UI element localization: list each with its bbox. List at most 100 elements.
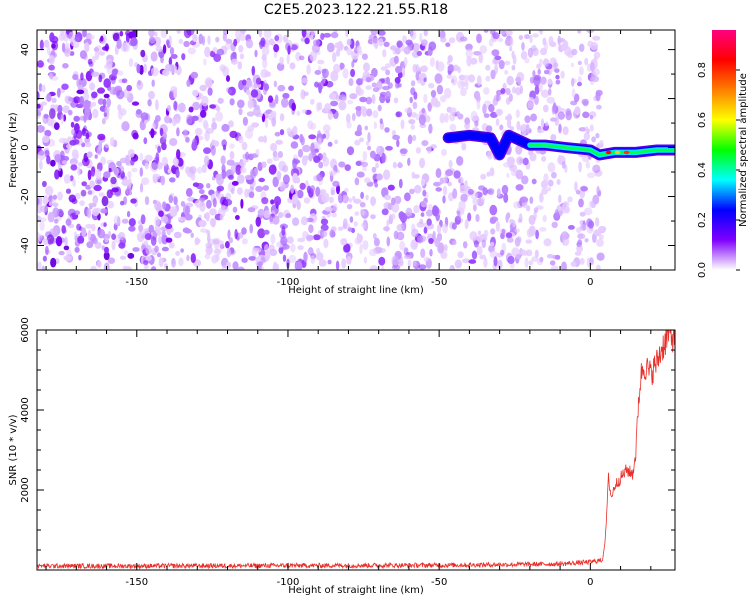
snr-x-tick-label: -150 [125,577,148,588]
noise-blob [90,166,96,177]
noise-blob [533,76,541,87]
noise-blob [365,85,372,90]
noise-blob [100,35,104,42]
noise-blob [351,60,355,68]
noise-blob [100,156,106,166]
noise-blob [127,252,135,259]
noise-blob [539,192,544,203]
noise-blob [563,40,569,50]
noise-blob [70,164,78,171]
noise-blob [64,236,68,247]
noise-blob [103,171,111,179]
noise-blob [64,95,69,104]
noise-blob [158,235,163,245]
noise-blob [412,260,417,267]
noise-blob [250,169,256,177]
noise-blob [73,115,80,122]
noise-blob [446,74,453,79]
noise-blob [86,207,92,219]
noise-blob [570,100,578,106]
noise-blob [127,177,132,189]
noise-blob [148,224,155,233]
noise-blob [300,37,306,42]
noise-blob [97,98,104,105]
track-hotspot [563,145,569,150]
noise-blob [237,266,245,270]
noise-blob [514,228,520,234]
noise-blob [172,157,179,167]
noise-blob [447,64,455,73]
noise-blob [205,211,210,222]
noise-blob [85,132,90,140]
noise-blob [488,104,495,113]
noise-blob [167,168,171,174]
noise-blob [330,186,336,193]
noise-blob [516,236,522,244]
noise-blob [71,128,76,136]
noise-blob [160,215,169,224]
noise-blob [526,228,534,238]
noise-blob [409,188,415,195]
noise-blob [69,175,74,182]
noise-blob [426,218,432,226]
noise-blob [77,235,85,244]
noise-blob [46,45,51,56]
noise-blob [136,63,141,74]
noise-blob [209,218,217,227]
noise-blob [304,37,310,45]
noise-blob [536,63,541,70]
noise-blob [445,169,454,177]
noise-blob [582,100,589,107]
noise-blob [245,79,253,88]
spectrogram-x-tick-label: -150 [125,277,148,288]
noise-blob [222,144,227,151]
noise-blob [300,216,308,226]
noise-blob [496,188,501,198]
noise-blob [119,108,127,116]
noise-blob [346,255,352,265]
noise-blob [290,243,296,253]
noise-blob [181,53,186,61]
noise-blob [558,210,563,217]
noise-blob [460,87,467,97]
noise-blob [490,228,496,235]
noise-blob [405,207,413,217]
noise-blob [413,205,420,214]
noise-blob [143,264,149,270]
noise-blob [595,132,600,139]
noise-blob [504,38,510,46]
noise-blob [245,38,254,49]
noise-blob [68,194,77,203]
noise-blob [334,139,339,145]
noise-blob [44,39,50,48]
noise-blob [39,150,45,156]
noise-blob [480,173,487,180]
noise-blob [306,235,314,241]
noise-blob [396,40,403,48]
noise-blob [108,167,112,173]
noise-blob [88,202,97,208]
noise-blob [281,97,289,108]
noise-blob [410,124,415,130]
noise-blob [436,84,444,95]
noise-blob [359,243,363,255]
noise-blob [38,233,43,242]
track-green [528,143,675,157]
noise-blob [225,241,230,249]
noise-blob [155,45,163,53]
noise-blob [183,40,190,48]
noise-blob [483,257,488,268]
noise-blob [485,64,491,71]
noise-blob [264,38,270,49]
noise-blob [63,255,72,261]
noise-blob [301,77,308,84]
noise-blob [117,165,125,174]
noise-blob [57,104,63,114]
noise-blob [141,112,146,123]
noise-blob [567,196,573,203]
noise-blob [516,120,521,131]
noise-blob [399,240,406,251]
noise-blob [251,65,256,76]
noise-blob [532,47,539,57]
noise-blob [228,120,234,128]
